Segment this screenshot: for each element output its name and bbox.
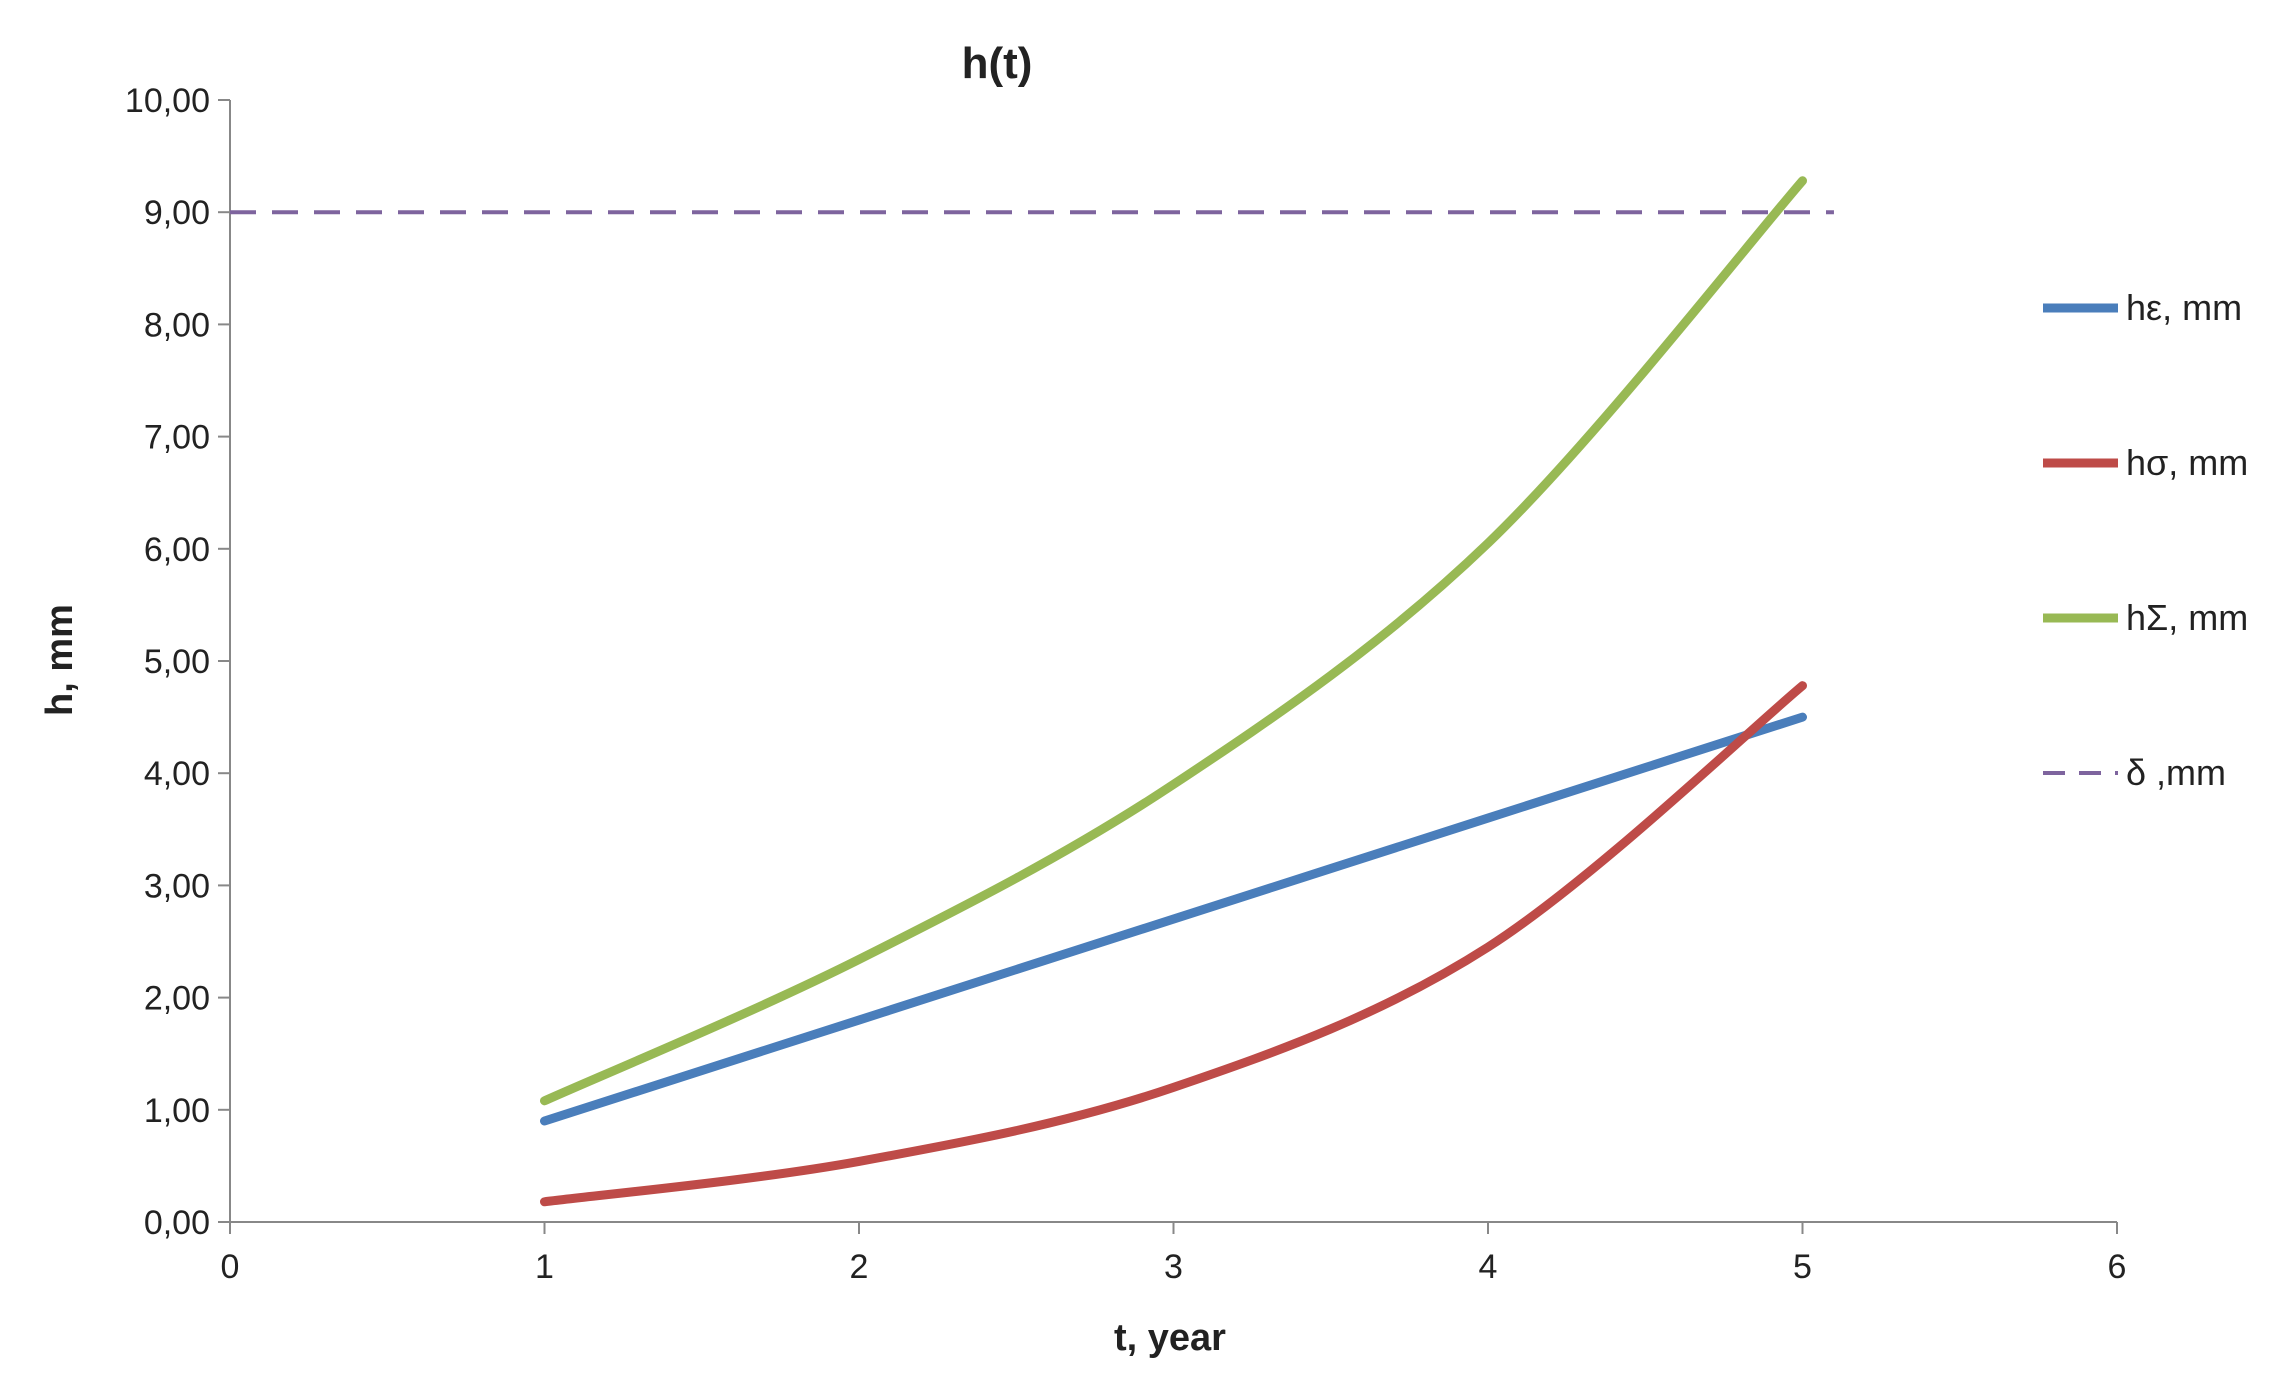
y-axis-label: h, mm	[39, 604, 81, 716]
legend: hε, mm hσ, mm hΣ, mm δ ,mm	[2043, 287, 2248, 793]
y-tick-label: 3,00	[144, 867, 210, 905]
y-tick-label: 1,00	[144, 1092, 210, 1130]
y-tick-label: 0,00	[144, 1204, 210, 1242]
x-tick-label: 3	[1164, 1248, 1183, 1286]
y-tick-label: 7,00	[144, 419, 210, 457]
y-tick-label: 4,00	[144, 755, 210, 793]
y-tick-label: 9,00	[144, 194, 210, 232]
x-tick-label: 5	[1793, 1248, 1812, 1286]
series-layer	[230, 176, 1834, 1207]
x-tick-label: 6	[2108, 1248, 2127, 1286]
y-axis-ticks: 0,00 1,00 2,00 3,00 4,00 5,00 6,00 7,00 8,00 9,00…	[125, 82, 230, 1242]
y-tick-label: 6,00	[144, 531, 210, 569]
y-tick-label: 8,00	[144, 306, 210, 344]
x-tick-label: 0	[221, 1248, 240, 1286]
y-tick-label: 5,00	[144, 643, 210, 681]
chart-title: h(t)	[962, 39, 1033, 88]
legend-entry: hσ, mm	[2126, 442, 2248, 483]
x-axis-ticks: 0 1 2 3 4 5 6	[221, 1222, 2127, 1286]
x-tick-label: 1	[535, 1248, 554, 1286]
x-tick-label: 2	[850, 1248, 869, 1286]
series-line-2	[540, 176, 1807, 1106]
x-tick-label: 4	[1479, 1248, 1498, 1286]
series-line-1	[540, 681, 1807, 1207]
x-axis-label: t, year	[1114, 1317, 1226, 1359]
legend-entry: hε, mm	[2126, 287, 2242, 328]
legend-entry: δ ,mm	[2126, 752, 2226, 793]
series-line-0	[540, 712, 1807, 1126]
y-tick-label: 2,00	[144, 980, 210, 1018]
y-tick-label: 10,00	[125, 82, 210, 120]
legend-entry: hΣ, mm	[2126, 597, 2248, 638]
